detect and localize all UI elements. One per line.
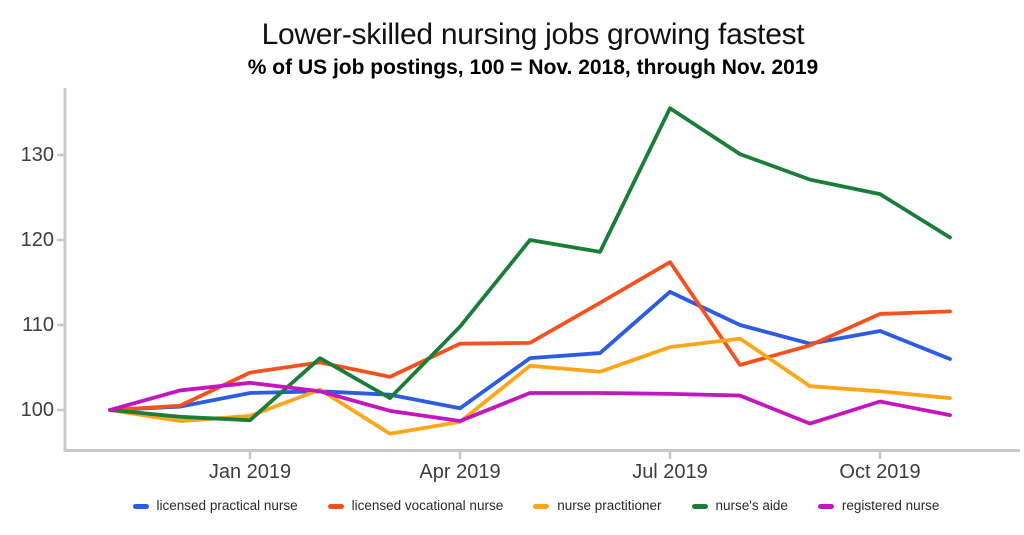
legend-label: nurse's aide [715,498,788,513]
x-tick-label: Jul 2019 [632,461,708,483]
series-line-nurse-s-aide [108,106,952,423]
legend-item: nurse's aide [691,498,788,514]
legend-swatch [817,503,834,509]
series-line-nurse-practitioner [108,336,952,436]
legend-swatch [327,503,344,509]
legend-item: licensed vocational nurse [327,498,504,514]
x-tick-label: Jan 2019 [208,461,292,483]
legend-swatch [533,503,550,509]
legend-swatch [132,503,149,509]
y-tick-label: 130 [20,144,54,166]
legend-item: licensed practical nurse [132,498,298,514]
legend-label: licensed vocational nurse [351,498,504,513]
chart-title: Lower-skilled nursing jobs growing faste… [261,18,805,51]
legend-item: registered nurse [817,498,940,514]
y-tick-label: 120 [20,229,54,251]
legend-label: registered nurse [841,498,940,513]
chart-legend: licensed practical nurse licensed vocati… [0,495,1024,517]
x-tick-label: Apr 2019 [419,461,501,483]
chart-subtitle: % of US job postings, 100 = Nov. 2018, t… [247,56,819,79]
series-line-registered-nurse [108,380,952,426]
y-tick-label: 100 [20,399,54,421]
legend-item: nurse practitioner [533,498,662,514]
legend-label: nurse practitioner [557,498,662,513]
y-tick-label: 110 [22,314,54,336]
legend-swatch [691,503,708,509]
x-tick-label: Oct 2019 [839,461,921,483]
legend-label: licensed practical nurse [156,498,298,513]
series-line-licensed-vocational-nurse [108,260,952,412]
